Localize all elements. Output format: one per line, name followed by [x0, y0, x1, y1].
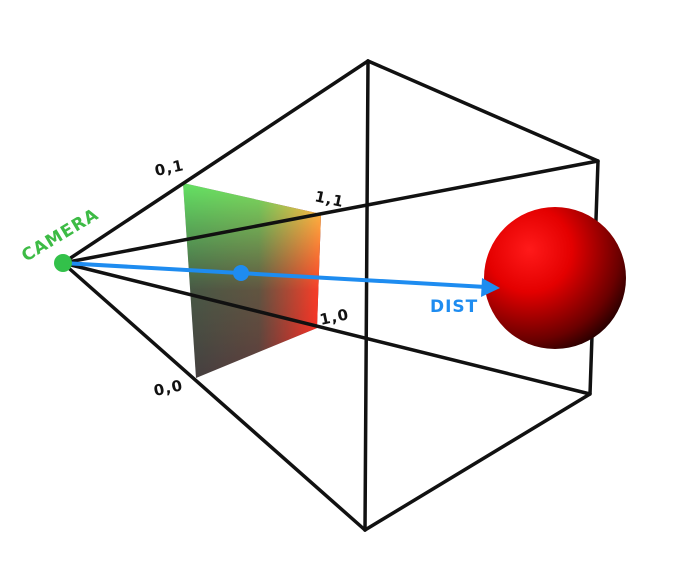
red-sphere: [484, 207, 626, 349]
ray-line: [61, 261, 488, 289]
corner-label-top-left: 0,1: [153, 156, 186, 180]
image-plane-green-gradient: [183, 183, 321, 378]
camera-point: [54, 254, 72, 272]
corner-label-top-right: 1,1: [313, 187, 346, 211]
frustum-edge-top: [61, 59, 370, 265]
ray-arrowhead: [481, 278, 500, 297]
frustum-edge-upper-right: [61, 159, 600, 265]
frustum-edge-lower-right: [61, 261, 592, 396]
corner-label-bottom-right: 1,0: [318, 305, 351, 329]
frustum-edge-bottom: [61, 261, 367, 532]
image-plane: [183, 183, 321, 378]
distance-ray: [61, 261, 500, 297]
frustum-far-vertical: [363, 59, 370, 532]
dist-label: DIST: [430, 297, 478, 317]
corner-label-bottom-left: 0,0: [152, 376, 185, 400]
ray-plane-intersection-dot: [233, 265, 249, 281]
